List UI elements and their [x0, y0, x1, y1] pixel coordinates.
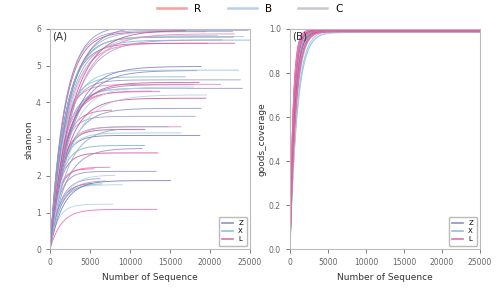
X-axis label: Number of Sequence: Number of Sequence [337, 273, 433, 282]
Text: (A): (A) [52, 31, 67, 41]
Y-axis label: shannon: shannon [24, 120, 34, 159]
Y-axis label: goods_coverage: goods_coverage [257, 102, 266, 176]
Legend: R, B, C: R, B, C [152, 0, 348, 18]
Text: (B): (B) [292, 31, 307, 41]
Legend: Z, X, L: Z, X, L [218, 217, 246, 246]
Legend: Z, X, L: Z, X, L [448, 217, 476, 246]
X-axis label: Number of Sequence: Number of Sequence [102, 273, 198, 282]
